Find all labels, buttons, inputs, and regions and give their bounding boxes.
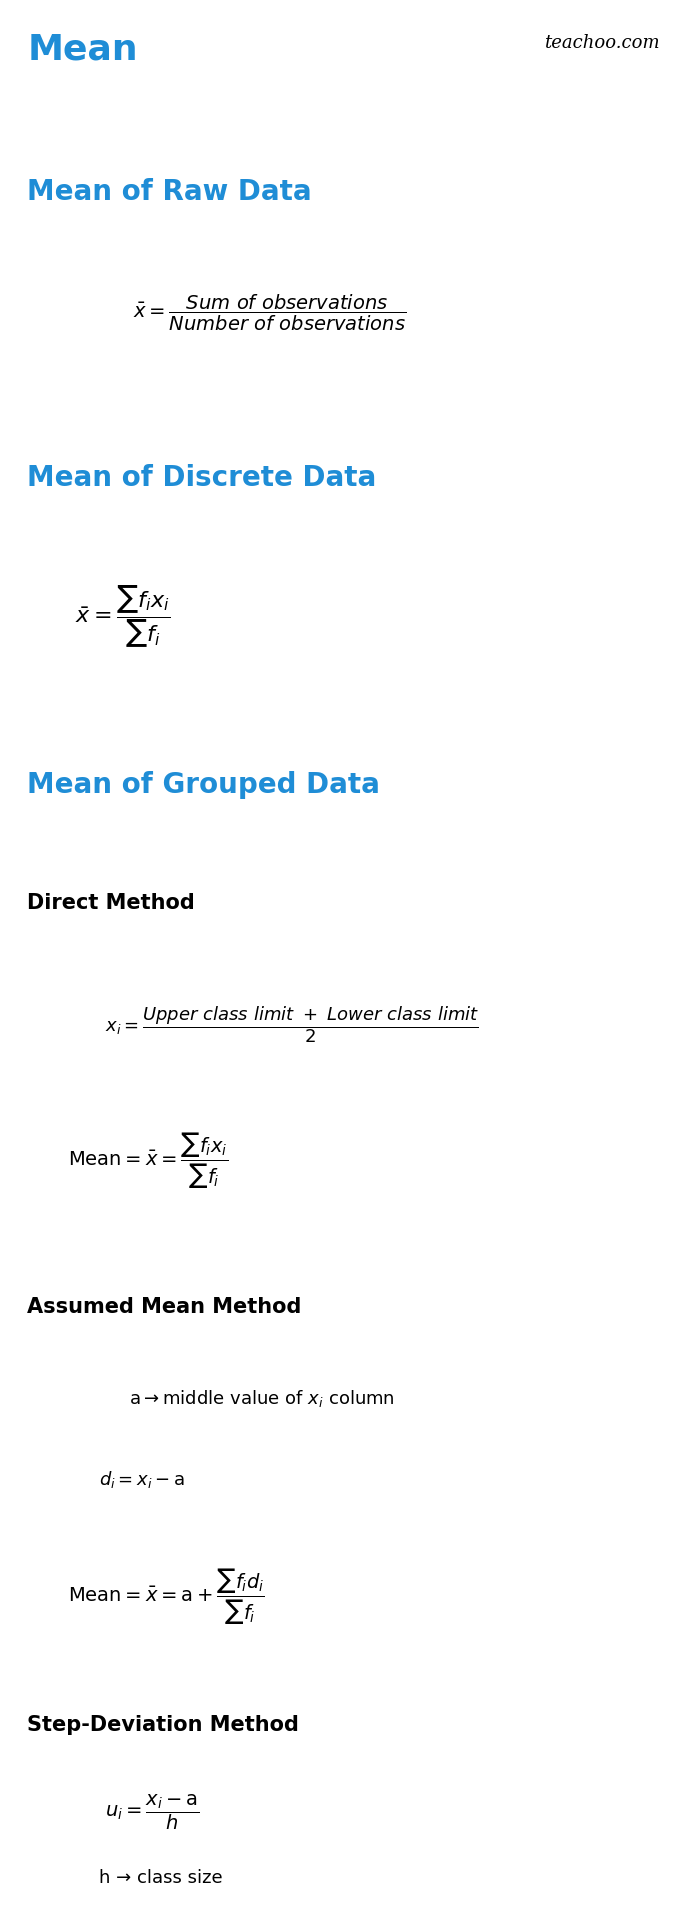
Text: Mean of Raw Data: Mean of Raw Data	[27, 177, 312, 206]
Text: $x_i = \dfrac{\mathit{Upper\ class\ limit\ +\ Lower\ class\ limit}}{2}$: $x_i = \dfrac{\mathit{Upper\ class\ limi…	[105, 1004, 479, 1045]
Text: $\mathrm{Mean} = \bar{x} = \mathrm{a} + \dfrac{\sum f_i d_i}{\sum f_i}$: $\mathrm{Mean} = \bar{x} = \mathrm{a} + …	[68, 1567, 265, 1627]
Text: Mean of Discrete Data: Mean of Discrete Data	[27, 465, 377, 492]
Text: Mean: Mean	[27, 33, 138, 66]
Text: $u_i = \dfrac{x_i - \mathrm{a}}{h}$: $u_i = \dfrac{x_i - \mathrm{a}}{h}$	[105, 1793, 200, 1832]
Text: teachoo.com: teachoo.com	[544, 35, 660, 52]
Text: Direct Method: Direct Method	[27, 893, 195, 914]
Text: Step-Deviation Method: Step-Deviation Method	[27, 1714, 299, 1735]
Text: Assumed Mean Method: Assumed Mean Method	[27, 1298, 301, 1317]
Text: $\bar{x} = \dfrac{\sum f_i x_i}{\sum f_i}$: $\bar{x} = \dfrac{\sum f_i x_i}{\sum f_i…	[75, 584, 170, 650]
Text: h → class size: h → class size	[99, 1870, 222, 1888]
Text: Mean of Grouped Data: Mean of Grouped Data	[27, 771, 380, 798]
Text: $\mathrm{Mean} = \bar{x} = \dfrac{\sum f_i x_i}{\sum f_i}$: $\mathrm{Mean} = \bar{x} = \dfrac{\sum f…	[68, 1130, 228, 1192]
Text: $\bar{x} = \dfrac{\mathit{Sum\ of\ observations}}{\mathit{Number\ of\ observatio: $\bar{x} = \dfrac{\mathit{Sum\ of\ obser…	[133, 293, 406, 334]
Text: $d_i = x_i - \mathrm{a}$: $d_i = x_i - \mathrm{a}$	[99, 1469, 184, 1490]
Text: $\mathrm{a} \rightarrow \mathrm{middle\ value\ of\ } x_i \mathrm{\ column}$: $\mathrm{a} \rightarrow \mathrm{middle\ …	[129, 1388, 395, 1409]
